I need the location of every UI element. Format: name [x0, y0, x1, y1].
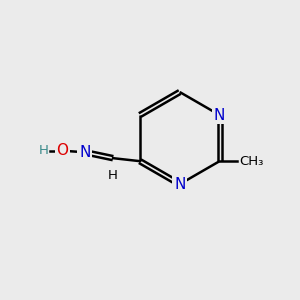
Text: H: H — [108, 169, 118, 182]
Text: CH₃: CH₃ — [239, 154, 263, 168]
Text: H: H — [39, 144, 49, 157]
Text: O: O — [56, 143, 68, 158]
Text: N: N — [214, 108, 225, 123]
Text: N: N — [174, 177, 185, 192]
Text: N: N — [79, 145, 91, 160]
